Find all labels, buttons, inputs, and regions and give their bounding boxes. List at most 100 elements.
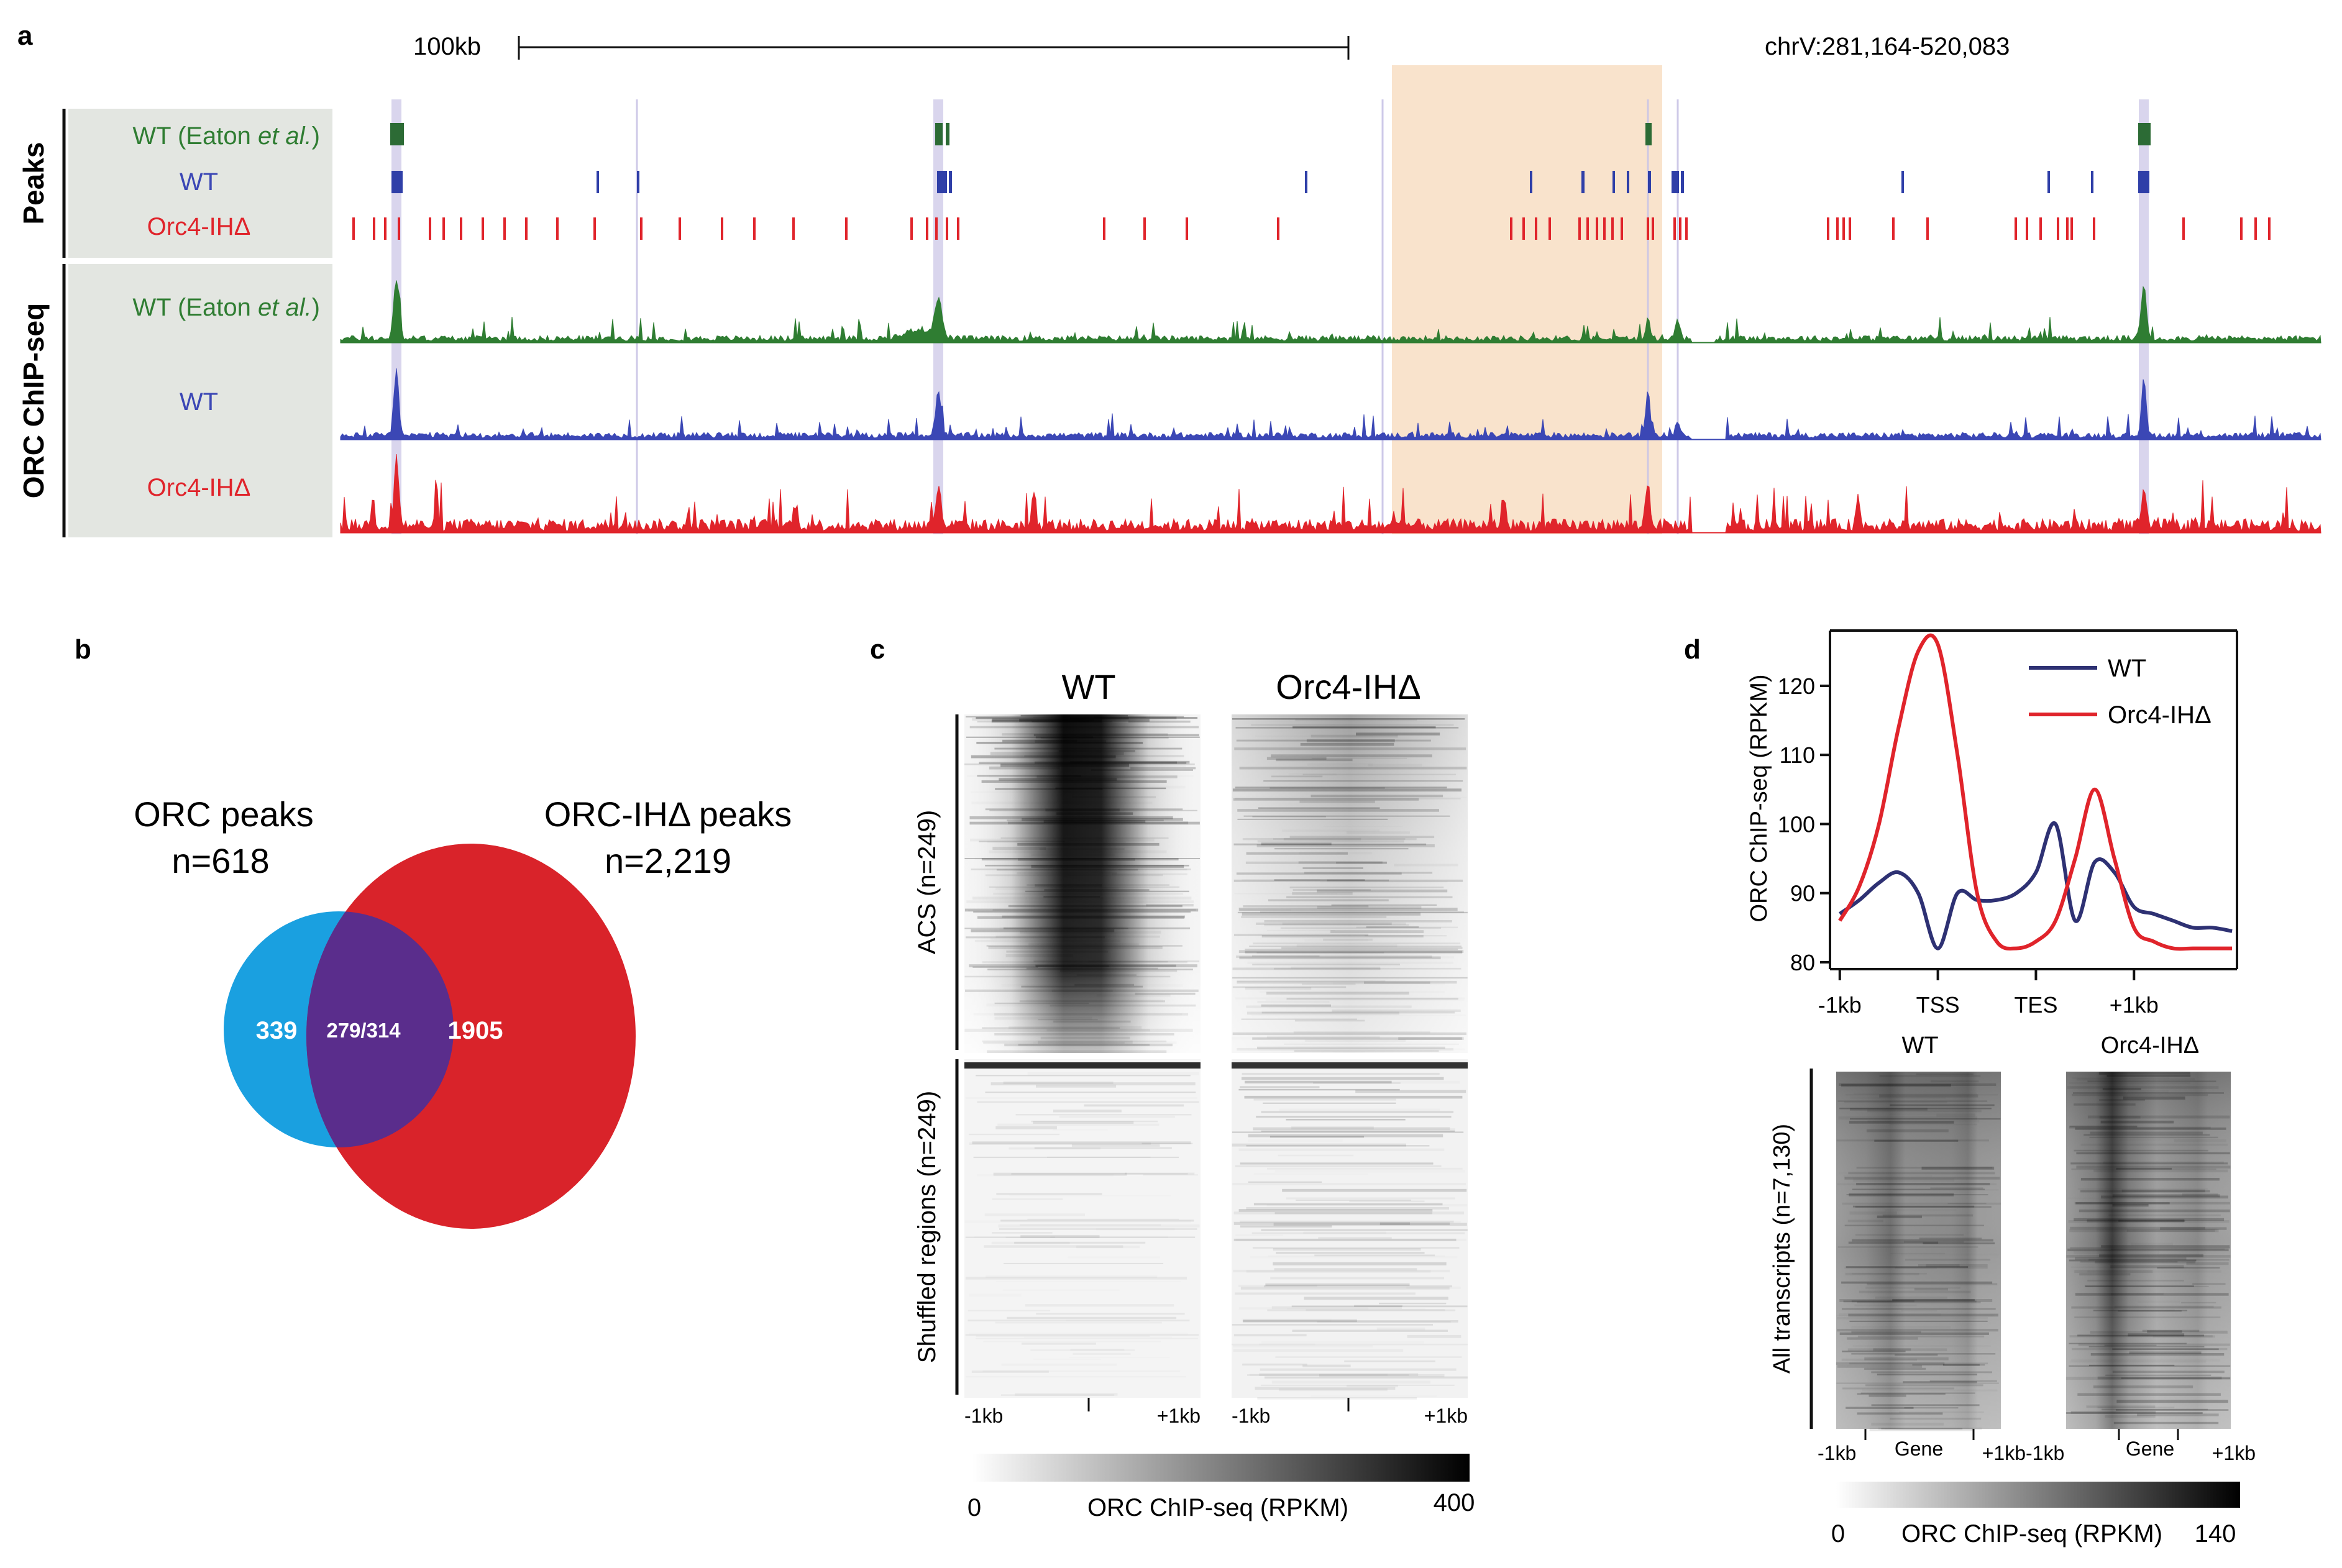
peak-mark bbox=[1611, 217, 1614, 240]
heatmap-row bbox=[2080, 1260, 2178, 1263]
heatmap-row bbox=[989, 886, 1180, 888]
heatmap-row bbox=[1241, 1018, 1357, 1020]
heatmap-row bbox=[1852, 1273, 1927, 1275]
legend-mut-label: Orc4-IHΔ bbox=[2108, 701, 2212, 729]
heatmap-d-row-label: All transcripts (n=7,130) bbox=[1769, 1124, 1795, 1374]
heatmap-row bbox=[1854, 1093, 1977, 1095]
heatmap-row bbox=[1021, 985, 1143, 988]
heatmap-row bbox=[2069, 1125, 2138, 1128]
peak-mark bbox=[2138, 171, 2149, 193]
heatmap-row bbox=[2066, 1412, 2203, 1414]
heatmap-row bbox=[1874, 1139, 1959, 1142]
metaplot-yticks: 80 90 100 110 120 bbox=[1778, 673, 1830, 975]
peak-mark bbox=[957, 217, 959, 240]
heatmap-row bbox=[1848, 1313, 1998, 1317]
heatmap-row bbox=[1253, 1203, 1443, 1206]
heatmap-row bbox=[1232, 986, 1347, 988]
heatmap-row bbox=[999, 1228, 1197, 1230]
peak-mark bbox=[2070, 217, 2073, 240]
heatmap-row bbox=[1232, 1143, 1406, 1147]
heatmap-row bbox=[1253, 1127, 1450, 1130]
heatmap-row bbox=[1275, 1356, 1462, 1358]
heatmap-row bbox=[1002, 1364, 1117, 1366]
heatmap-row bbox=[965, 1277, 1187, 1280]
heatmap-row bbox=[1356, 732, 1440, 736]
heatmap-row bbox=[965, 1334, 1199, 1336]
heatmap-c-wt-shuffled bbox=[964, 1059, 1201, 1398]
heatmap-row bbox=[1845, 1094, 1998, 1096]
heatmap-row bbox=[1033, 960, 1200, 962]
heatmap-row bbox=[1028, 1072, 1199, 1075]
heatmap-row bbox=[1929, 1380, 1997, 1382]
peak-mark bbox=[935, 123, 943, 145]
heatmap-row bbox=[1292, 1329, 1448, 1332]
heatmap-row bbox=[1000, 837, 1169, 839]
heatmap-row bbox=[1852, 1345, 1991, 1347]
heatmap-row bbox=[990, 752, 1124, 755]
legend-wt-label: WT bbox=[2108, 655, 2146, 682]
heatmap-row bbox=[2116, 1167, 2172, 1170]
peak-mark bbox=[384, 217, 387, 240]
heatmap-row bbox=[1836, 1382, 1999, 1384]
heatmap-row bbox=[1130, 767, 1196, 770]
heatmap-row bbox=[1038, 1041, 1133, 1044]
heatmap-row bbox=[1270, 1277, 1445, 1280]
heatmap-row bbox=[2088, 1346, 2205, 1347]
heatmap-row bbox=[2128, 1333, 2185, 1337]
heatmap-row bbox=[1245, 1080, 1392, 1083]
heatmap-row bbox=[2090, 1331, 2228, 1334]
heatmap-row bbox=[2069, 1259, 2197, 1262]
heatmap-row bbox=[1261, 1004, 1331, 1007]
heatmap-row bbox=[1253, 1128, 1455, 1132]
heatmap-row bbox=[1849, 1121, 1954, 1124]
heatmap-row bbox=[971, 929, 1115, 932]
heatmap-row bbox=[1261, 1130, 1455, 1132]
heatmap-row bbox=[2106, 1075, 2191, 1077]
peak-mark bbox=[352, 217, 355, 240]
heatmap-row bbox=[1264, 924, 1409, 926]
peaks-wt-eaton bbox=[390, 123, 2151, 145]
heatmap-row bbox=[1040, 1036, 1130, 1040]
heatmap-row bbox=[999, 778, 1117, 781]
heatmap-row bbox=[2093, 1169, 2228, 1173]
heatmap-row bbox=[1311, 795, 1443, 798]
heatmap-row bbox=[1236, 955, 1432, 958]
heatmap-row bbox=[1355, 1090, 1466, 1093]
heatmap-row bbox=[1854, 1304, 1917, 1306]
peak-mark bbox=[391, 171, 403, 193]
peak-mark bbox=[373, 217, 375, 240]
heatmap-row bbox=[1314, 1254, 1435, 1257]
heatmap-row bbox=[2182, 1193, 2218, 1196]
heatmap-row bbox=[1838, 1116, 1978, 1120]
heatmap-row bbox=[1260, 1368, 1457, 1371]
heatmap-row bbox=[1271, 1306, 1402, 1309]
heatmap-row bbox=[1248, 1139, 1343, 1142]
heatmap-row bbox=[1243, 815, 1450, 817]
peak-mark bbox=[525, 217, 528, 240]
venn-overlap-count: 279/314 bbox=[326, 1019, 401, 1042]
heatmap-row bbox=[1040, 737, 1169, 739]
heatmap-row bbox=[1007, 819, 1164, 822]
heatmap-row bbox=[1266, 1036, 1380, 1039]
heatmap-row bbox=[1282, 1188, 1467, 1192]
heatmap-row bbox=[1300, 742, 1394, 746]
heatmap-row bbox=[990, 1082, 1196, 1086]
heatmap-row bbox=[1234, 934, 1369, 936]
heatmap-row bbox=[1245, 950, 1463, 954]
heatmap-row bbox=[2111, 1248, 2225, 1250]
heatmap-row bbox=[1036, 775, 1178, 778]
heatmap-row bbox=[1051, 990, 1113, 992]
heatmap-row bbox=[967, 1310, 1051, 1311]
heatmap-row bbox=[1331, 904, 1437, 906]
heatmap-row bbox=[1852, 1205, 1975, 1208]
heatmap-row bbox=[1074, 983, 1134, 986]
heatmap-row bbox=[1281, 947, 1463, 949]
heatmap-row bbox=[1864, 1357, 1949, 1361]
heatmap-row bbox=[989, 766, 1060, 770]
metaplot-axes bbox=[1829, 629, 2238, 970]
heatmap-row bbox=[1034, 761, 1177, 764]
genomic-coordinate: chrV:281,164-520,083 bbox=[1765, 33, 2010, 60]
heatmap-row bbox=[1017, 872, 1117, 875]
heatmap-row bbox=[1885, 1209, 1956, 1211]
heatmap-row bbox=[1379, 1302, 1447, 1305]
